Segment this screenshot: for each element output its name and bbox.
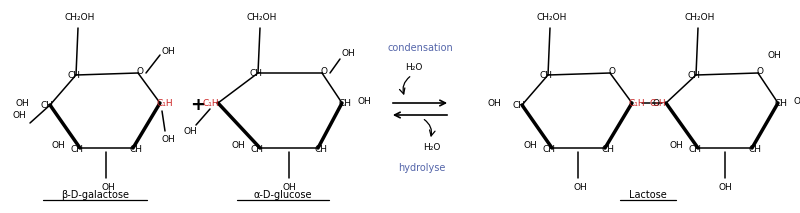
Text: β-D-galactose: β-D-galactose [61, 190, 129, 200]
Text: CH: CH [67, 71, 81, 79]
Text: OH: OH [15, 98, 29, 108]
Text: CH: CH [41, 101, 54, 109]
Text: CH₂OH: CH₂OH [537, 13, 567, 23]
Text: OH: OH [573, 184, 587, 193]
Text: OH: OH [161, 46, 175, 56]
Text: CH: CH [70, 145, 83, 154]
Text: C₁H: C₁H [157, 98, 174, 108]
Text: OH: OH [341, 49, 355, 58]
Text: Lactose: Lactose [629, 190, 667, 200]
Text: +: + [190, 96, 206, 114]
Text: O: O [137, 68, 143, 76]
Text: CH: CH [338, 98, 351, 108]
Text: hydrolyse: hydrolyse [398, 163, 446, 173]
Text: condensation: condensation [387, 43, 453, 53]
Text: CH: CH [687, 71, 701, 79]
Text: OH: OH [231, 141, 245, 151]
Text: α-D-glucose: α-D-glucose [254, 190, 312, 200]
Text: CH₂OH: CH₂OH [685, 13, 715, 23]
Text: OH: OH [793, 96, 800, 105]
Text: CH: CH [539, 71, 553, 79]
Text: O: O [609, 68, 615, 76]
Text: O: O [653, 98, 659, 108]
Text: H₂O: H₂O [423, 144, 441, 153]
Text: CH: CH [314, 145, 327, 154]
Text: OH: OH [282, 184, 296, 193]
Text: CH: CH [749, 145, 762, 154]
Text: CH₂OH: CH₂OH [247, 13, 277, 23]
Text: CH: CH [542, 145, 555, 154]
Text: OH: OH [669, 141, 683, 151]
Text: H₂O: H₂O [406, 63, 422, 72]
Text: C₁H: C₁H [629, 98, 646, 108]
Text: OH: OH [487, 98, 501, 108]
Text: OH: OH [718, 184, 732, 193]
Text: OH: OH [523, 141, 537, 151]
Text: O: O [757, 68, 763, 76]
Text: CH: CH [602, 145, 614, 154]
Text: C₁H: C₁H [650, 98, 666, 108]
Text: OH: OH [357, 96, 371, 105]
Text: CH: CH [774, 98, 787, 108]
Text: OH: OH [767, 50, 781, 59]
Text: OH: OH [161, 134, 175, 144]
Text: OH: OH [51, 141, 65, 151]
Text: CH: CH [250, 69, 262, 78]
Text: CH: CH [513, 101, 526, 109]
Text: OH: OH [12, 111, 26, 119]
Text: CH: CH [130, 145, 142, 154]
Text: O: O [321, 68, 327, 76]
Text: C₁H: C₁H [202, 98, 219, 108]
Text: CH: CH [250, 145, 263, 154]
Text: CH₂OH: CH₂OH [65, 13, 95, 23]
Text: OH: OH [101, 184, 115, 193]
Text: OH: OH [183, 127, 197, 135]
Text: CH: CH [689, 145, 702, 154]
